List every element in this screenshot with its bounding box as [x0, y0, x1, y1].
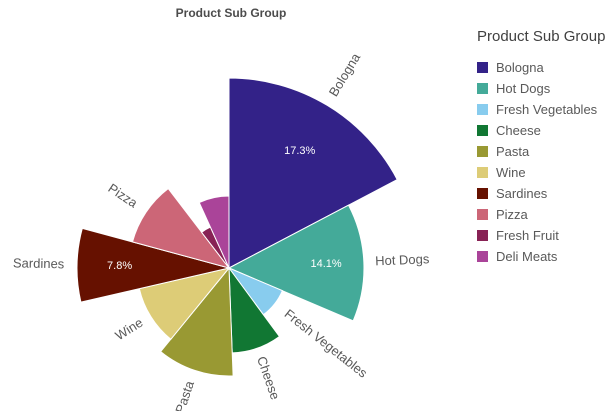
- slice-name-label: Cheese: [254, 354, 283, 401]
- legend-swatch-icon: [477, 104, 488, 115]
- slice-value-label: 14.1%: [310, 258, 341, 270]
- legend-title: Product Sub Group: [477, 28, 606, 45]
- slice-name-label: Wine: [112, 315, 145, 343]
- pie-slice-bologna[interactable]: [228, 77, 398, 269]
- slice-value-label: 17.3%: [284, 145, 315, 157]
- slice-value-label: 7.8%: [107, 260, 132, 272]
- legend-item-pizza[interactable]: Pizza: [477, 204, 607, 225]
- legend-item-deli-meats[interactable]: Deli Meats: [477, 246, 607, 267]
- pie-slice-pizza[interactable]: [131, 187, 231, 269]
- pie-chart: 17.3% Bologna 14.1% Hot Dogs Fresh Vegetable…: [13, 50, 430, 411]
- legend-swatch-icon: [477, 230, 488, 241]
- chart-title: Product Sub Group: [175, 6, 287, 20]
- legend-item-label: Pasta: [496, 144, 530, 159]
- legend-item-label: Deli Meats: [496, 249, 558, 264]
- legend-item-label: Pizza: [496, 207, 528, 222]
- legend-item-pasta[interactable]: Pasta: [477, 141, 607, 162]
- legend-item-label: Sardines: [496, 186, 548, 201]
- legend-item-label: Wine: [496, 165, 526, 180]
- legend-item-label: Fresh Fruit: [496, 228, 559, 243]
- legend-swatch-icon: [477, 83, 488, 94]
- slice-name-label: Pasta: [172, 378, 197, 411]
- legend-item-fresh-fruit[interactable]: Fresh Fruit: [477, 225, 607, 246]
- pie-slice-hot-dogs[interactable]: [227, 204, 365, 322]
- legend-swatch-icon: [477, 167, 488, 178]
- slice-name-label: Bologna: [326, 50, 364, 99]
- legend-item-label: Bologna: [496, 60, 544, 75]
- slice-name-label: Hot Dogs: [375, 251, 430, 268]
- legend-item-wine[interactable]: Wine: [477, 162, 607, 183]
- pie-slice-deli-meats[interactable]: [198, 195, 230, 269]
- legend-item-sardines[interactable]: Sardines: [477, 183, 607, 204]
- legend-item-label: Fresh Vegetables: [496, 102, 598, 117]
- legend-swatch-icon: [477, 146, 488, 157]
- slice-name-label: Pizza: [106, 180, 141, 211]
- legend-swatch-icon: [477, 62, 488, 73]
- legend-item-bologna[interactable]: Bologna: [477, 57, 607, 78]
- legend: Product Sub Group Bologna Hot Dogs Fresh V…: [477, 28, 607, 267]
- legend-swatch-icon: [477, 188, 488, 199]
- legend-swatch-icon: [477, 251, 488, 262]
- legend-item-hot-dogs[interactable]: Hot Dogs: [477, 78, 607, 99]
- legend-item-fresh-vegetables[interactable]: Fresh Vegetables: [477, 99, 607, 120]
- legend-swatch-icon: [477, 125, 488, 136]
- slice-name-label: Fresh Vegetables: [282, 306, 371, 381]
- slice-name-label: Sardines: [13, 255, 65, 271]
- legend-item-label: Hot Dogs: [496, 81, 551, 96]
- legend-item-cheese[interactable]: Cheese: [477, 120, 607, 141]
- legend-swatch-icon: [477, 209, 488, 220]
- pie-slice-pasta[interactable]: [159, 266, 234, 377]
- pie-slice-sardines[interactable]: [76, 227, 230, 303]
- legend-items: Bologna Hot Dogs Fresh Vegetables Cheese Pas…: [477, 57, 607, 267]
- legend-item-label: Cheese: [496, 123, 541, 138]
